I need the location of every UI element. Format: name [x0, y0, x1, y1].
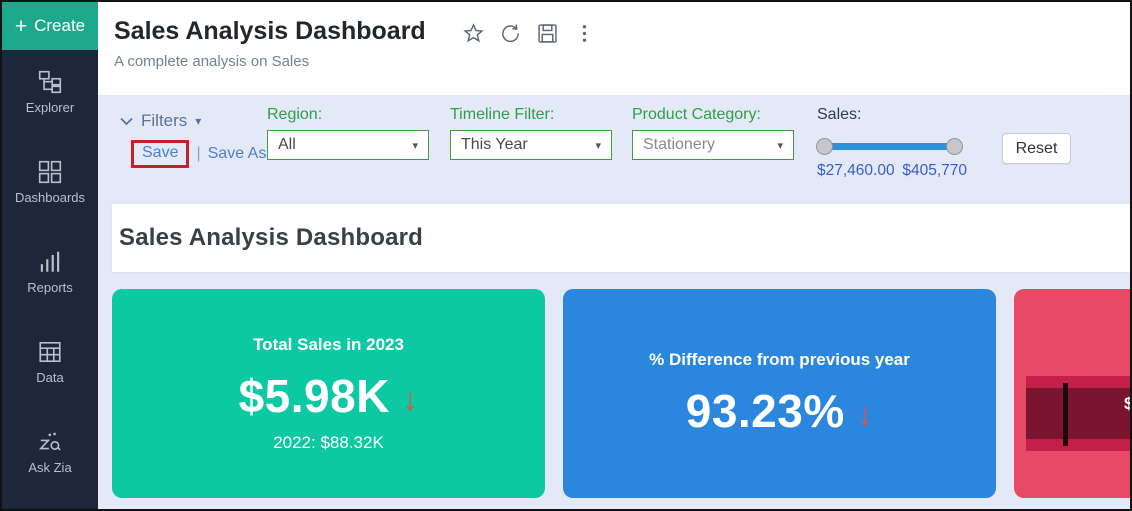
timeline-select-value: This Year [461, 136, 528, 153]
region-filter-label: Region: [267, 106, 323, 123]
kpi-value-row: $5.98K ↓ [239, 369, 419, 423]
page-title: Sales Analysis Dashboard [114, 17, 426, 45]
kpi-cards-row: Total Sales in 2023 $5.98K ↓ 2022: $88.3… [112, 289, 1130, 498]
caret-down-icon: ▾ [195, 114, 202, 128]
reports-bar-chart-icon [40, 251, 60, 272]
slider-max-handle[interactable] [946, 138, 963, 155]
create-button[interactable]: + Create [2, 2, 98, 50]
refresh-icon [502, 24, 520, 43]
sidebar-item-label: Explorer [25, 100, 75, 115]
chevron-down-icon [120, 117, 133, 125]
data-table-icon [39, 341, 61, 363]
slider-track[interactable] [823, 143, 956, 150]
main-area: Sales Analysis Dashboard A complete anal… [98, 2, 1130, 509]
product-category-select-value: Stationery [643, 136, 716, 153]
save-floppy-icon [538, 24, 557, 43]
sidebar-item-ask-zia[interactable]: Ask Zia [2, 429, 98, 475]
sales-range-slider[interactable] [816, 138, 963, 155]
sidebar-item-dashboards[interactable]: Dashboards [2, 159, 98, 205]
dashboard-heading-band: Sales Analysis Dashboard [112, 204, 1130, 272]
refresh-button[interactable] [499, 22, 523, 46]
favorite-star-button[interactable] [462, 22, 486, 46]
title-block: Sales Analysis Dashboard A complete anal… [114, 17, 426, 70]
trend-down-arrow-icon: ↓ [856, 394, 874, 432]
sidebar-item-label: Data [36, 370, 64, 385]
sidebar-item-label: Reports [27, 280, 73, 295]
sidebar: + Create Explorer Dashb [2, 2, 98, 509]
slider-min-handle[interactable] [816, 138, 833, 155]
sidebar-item-data[interactable]: Data [2, 339, 98, 385]
header-actions [462, 22, 597, 46]
sales-min-value: $27,460.00 [817, 162, 895, 179]
timeline-filter-label: Timeline Filter: [450, 106, 555, 123]
kpi-value: $5.98K [238, 369, 390, 422]
star-icon [463, 23, 484, 43]
region-select[interactable]: All ▾ [267, 130, 429, 160]
sidebar-item-explorer[interactable]: Explorer [2, 69, 98, 115]
sales-range-filter: Sales: $27,460.00 $405,770 [816, 106, 967, 180]
dashboard-heading: Sales Analysis Dashboard [119, 224, 424, 251]
sales-filter-label: Sales: [817, 106, 862, 123]
more-options-button[interactable] [573, 22, 597, 46]
ask-zia-icon [38, 432, 61, 451]
timeline-select[interactable]: This Year ▾ [450, 130, 612, 160]
explorer-hierarchy-icon [38, 70, 62, 94]
filter-save-row: Save | Save As [131, 140, 266, 168]
kpi-value-row: 93.23% ↓ [686, 384, 874, 438]
sidebar-item-reports[interactable]: Reports [2, 249, 98, 295]
save-separator: | [196, 145, 201, 162]
create-button-label: Create [34, 16, 86, 35]
caret-down-icon: ▾ [412, 139, 418, 152]
filters-toggle-label: Filters [141, 111, 188, 130]
region-filter: Region: All ▾ [267, 106, 429, 160]
reset-filters-button[interactable]: Reset [1002, 133, 1071, 164]
pct-difference-card: % Difference from previous year 93.23% ↓ [563, 289, 996, 498]
product-category-filter: Product Category: Stationery ▾ [632, 106, 794, 160]
save-filter-link[interactable]: Save [131, 140, 190, 168]
timeline-filter: Timeline Filter: This Year ▾ [450, 106, 612, 160]
kpi-comparison-footer: 2022: $88.32K [273, 432, 384, 452]
page-subtitle: A complete analysis on Sales [114, 52, 310, 70]
top-header: Sales Analysis Dashboard A complete anal… [98, 2, 1130, 95]
filters-toggle[interactable]: Filters ▾ [120, 111, 201, 131]
caret-down-icon: ▾ [777, 139, 783, 152]
bullet-value-bar [1026, 388, 1130, 439]
plus-icon: + [14, 14, 28, 38]
kebab-menu-icon [583, 25, 587, 42]
save-as-filter-link[interactable]: Save As [207, 145, 267, 162]
product-category-filter-label: Product Category: [632, 106, 761, 123]
dashboard-content: Filters ▾ Save | Save As Region: All ▾ T… [98, 95, 1130, 509]
kpi-value: 93.23% [685, 384, 845, 437]
bullet-partial-value-label: $8 [1124, 394, 1130, 414]
region-select-value: All [278, 136, 296, 153]
bullet-chart-card: $8 [1014, 289, 1130, 498]
sidebar-item-label: Ask Zia [28, 460, 72, 475]
caret-down-icon: ▾ [595, 139, 601, 152]
product-category-select[interactable]: Stationery ▾ [632, 130, 794, 160]
bullet-target-marker [1063, 383, 1068, 446]
trend-down-arrow-icon: ↓ [401, 379, 419, 417]
kpi-card-title: Total Sales in 2023 [253, 334, 404, 354]
sidebar-item-label: Dashboards [14, 190, 86, 205]
sales-max-value: $405,770 [902, 162, 967, 179]
save-dashboard-button[interactable] [536, 22, 560, 46]
kpi-card-title: % Difference from previous year [649, 349, 910, 369]
sidebar-nav: Explorer Dashboards Reports [2, 50, 98, 475]
total-sales-card: Total Sales in 2023 $5.98K ↓ 2022: $88.3… [112, 289, 545, 498]
sales-range-values: $27,460.00 $405,770 [817, 162, 967, 180]
dashboards-grid-icon [38, 160, 62, 184]
